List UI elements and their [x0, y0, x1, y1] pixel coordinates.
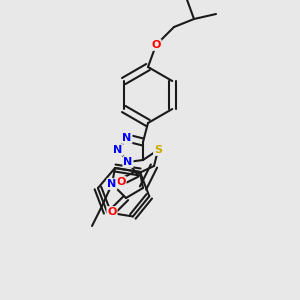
Text: N: N: [122, 133, 132, 143]
Text: O: O: [107, 207, 117, 217]
Text: N: N: [123, 157, 133, 167]
Text: O: O: [151, 40, 161, 50]
Text: N: N: [107, 179, 117, 189]
Text: N: N: [113, 145, 123, 155]
Text: S: S: [154, 145, 162, 155]
Text: O: O: [116, 177, 126, 187]
